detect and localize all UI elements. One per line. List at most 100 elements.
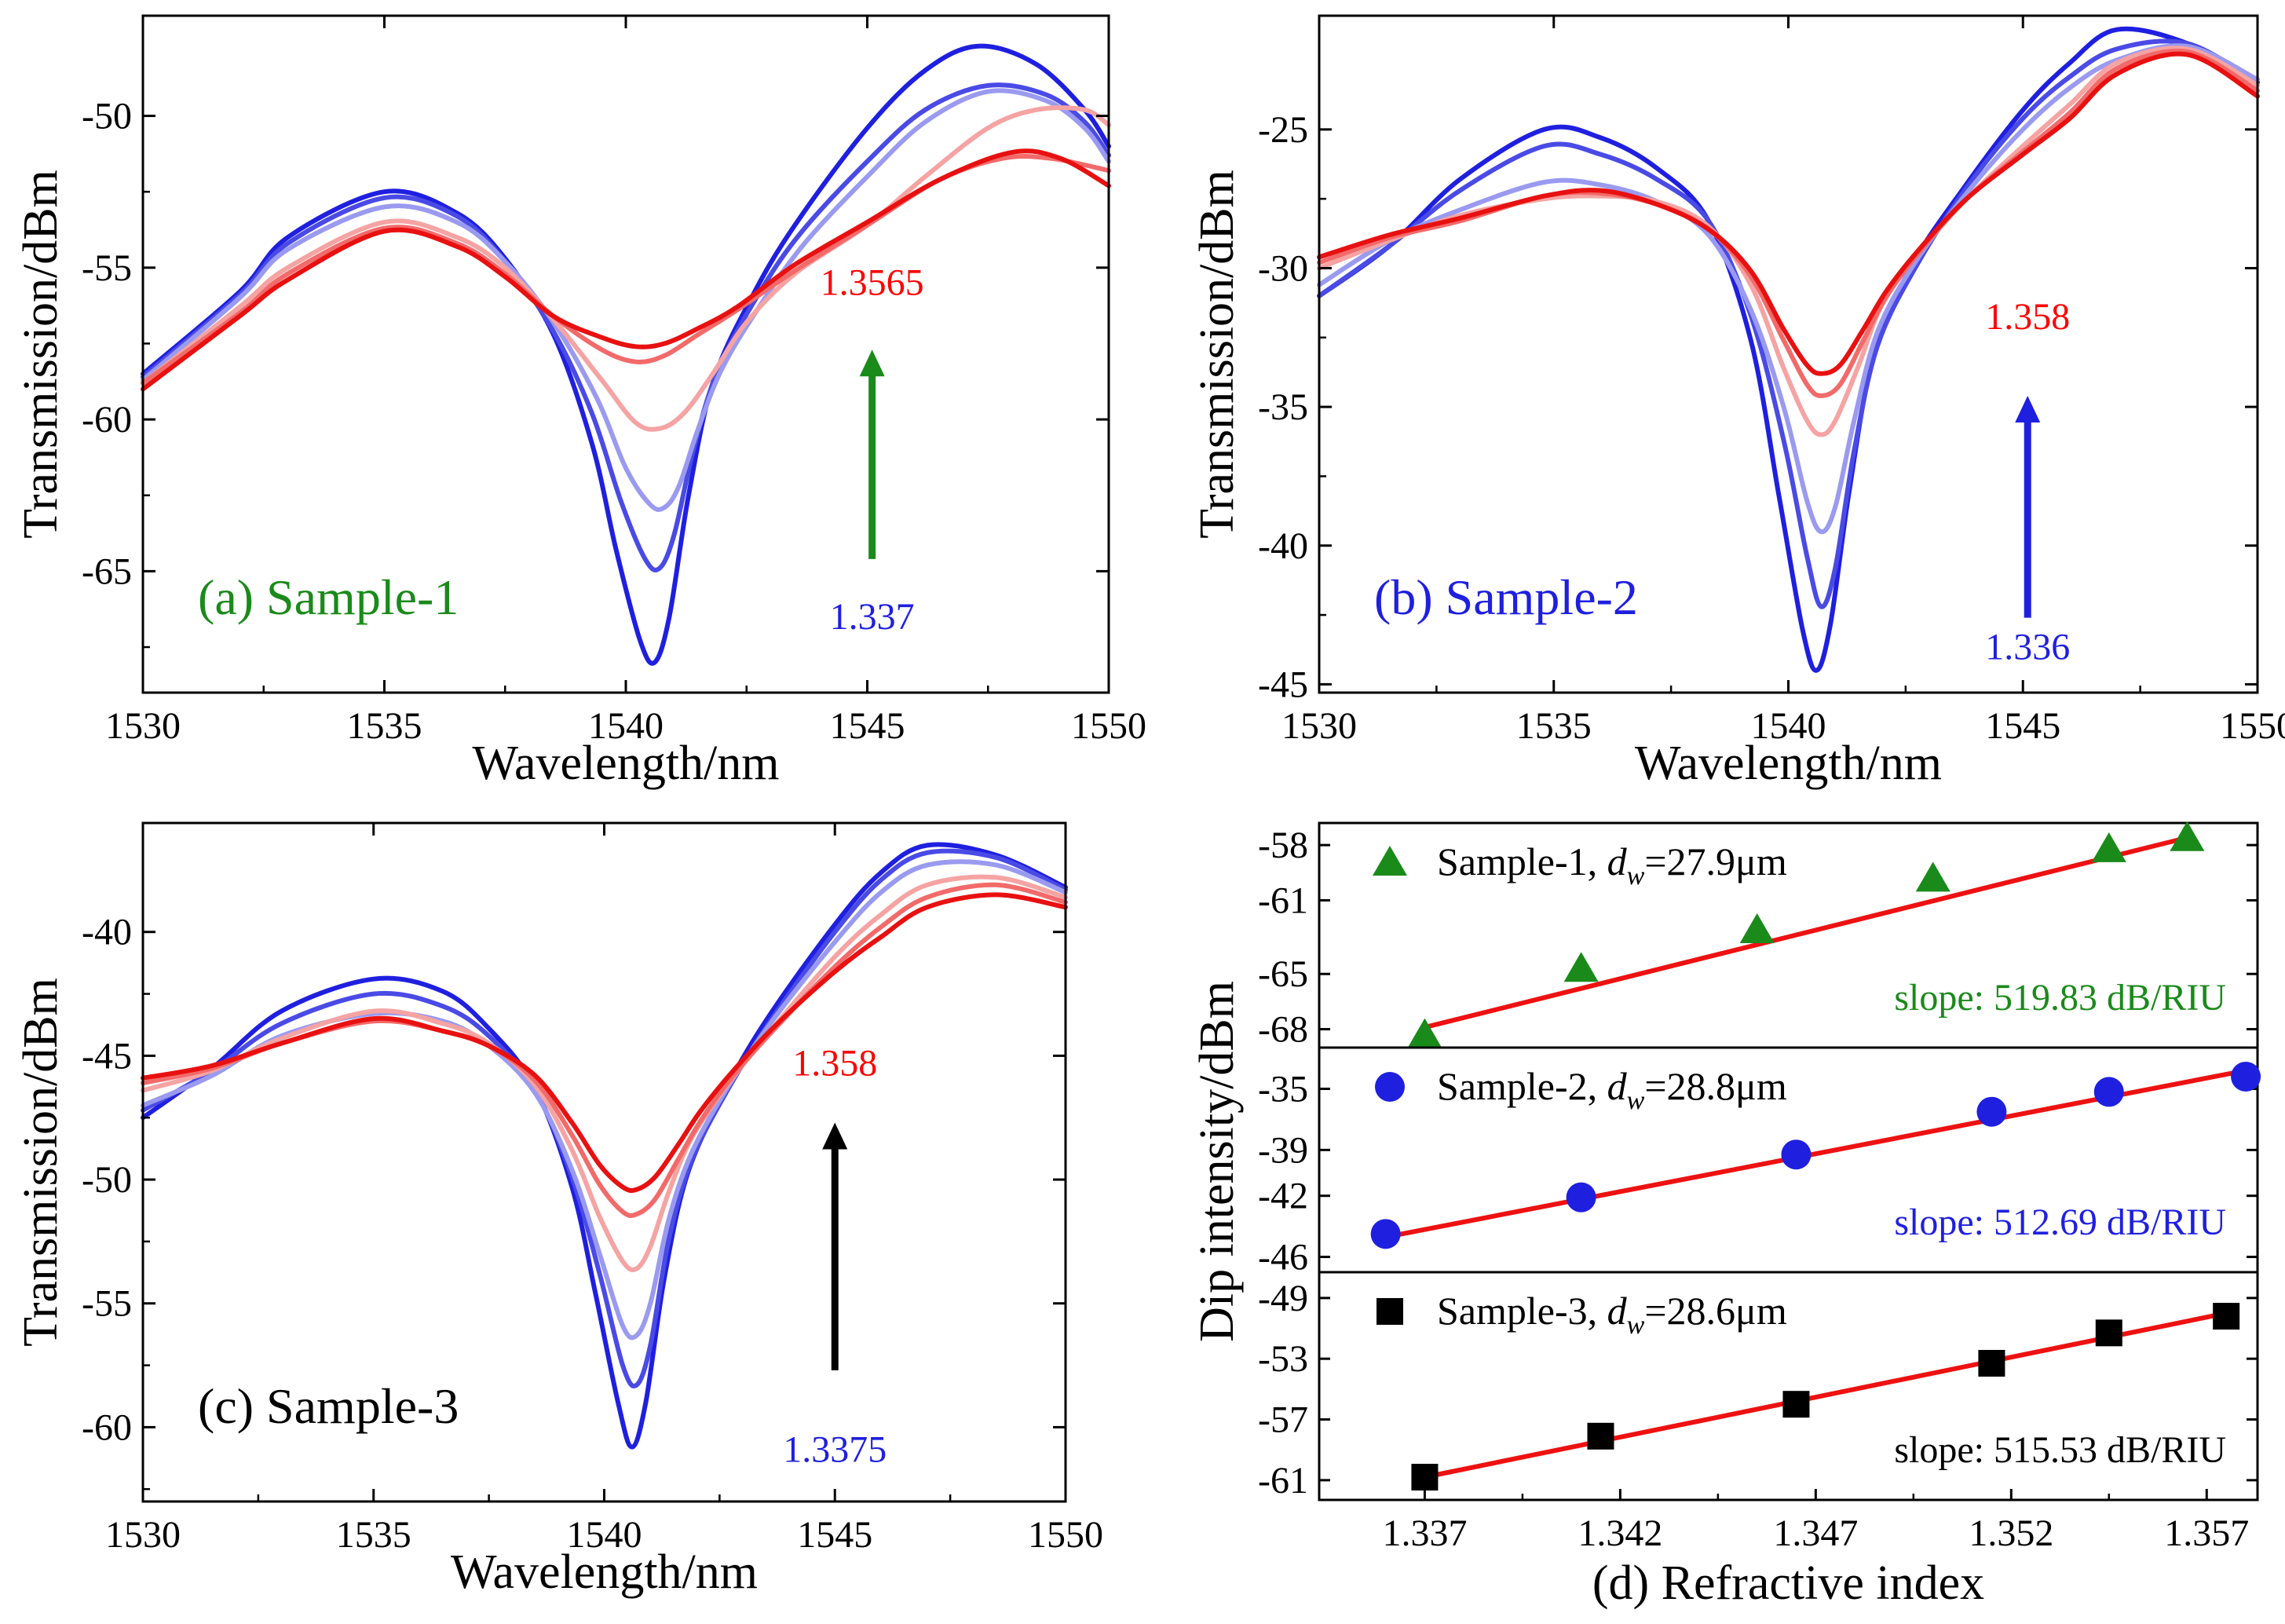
legend-label: Sample-2, dw=28.8μm [1437,1064,1787,1115]
slope-label: slope: 512.69 dB/RIU [1894,1202,2226,1243]
y-tick-label: -39 [1258,1129,1308,1171]
ri-label-bottom: 1.336 [1985,627,2070,668]
subplot-sample-3: -49 -53 -57 -61 Sample-3, dw=28.6μm slope: 51… [1258,1271,2259,1501]
ri-label-bottom: 1.337 [830,596,915,638]
y-tick-label: -49 [1258,1278,1308,1319]
series-line-6 [141,148,1111,392]
y-tick-label: -30 [1258,247,1308,289]
y-tick-label: -55 [82,1283,132,1325]
y-axis-title: Dip intensity/dBm [1190,981,1244,1342]
series-line-3 [1317,43,2260,535]
y-tick-label: -57 [1258,1399,1308,1441]
y-axis-title: Transmission/dBm [14,978,68,1347]
x-tick-label: 1545 [830,705,905,747]
data-point [1407,1018,1442,1048]
y-tick-label: -61 [1258,1460,1308,1501]
series-line-3 [141,88,1111,512]
y-tick-label: -42 [1258,1176,1308,1217]
x-tick-label: 1535 [336,1514,411,1556]
ri-label-top: 1.3565 [821,262,924,304]
series-line-3 [141,859,1068,1341]
series-line-4 [141,105,1111,432]
panel-label: (b) Sample-2 [1374,569,1638,625]
y-tick-label: -55 [82,247,132,289]
data-point [2231,1061,2261,1092]
x-tick-label: 1540 [588,705,664,747]
data-point [1915,861,1950,892]
data-point [2213,1303,2240,1330]
data-point [1976,1096,2007,1127]
data-point [1782,1391,1810,1418]
subplot-sample-2: -35 -39 -42 -46 Sample-2, dw=28.8μm slope: 51… [1258,1046,2261,1278]
plot-frame [1318,1271,2259,1501]
data-point [2093,1077,2124,1107]
y-tick-label: -40 [82,912,132,953]
legend-marker [1373,846,1407,876]
series-line-5 [1317,49,2260,398]
y-tick-label: -53 [1258,1338,1308,1380]
x-tick-label: 1540 [567,1514,642,1556]
y-tick-label: -46 [1258,1237,1308,1278]
legend-marker [1375,1072,1405,1102]
legend-sub: w [1627,1311,1645,1340]
y-axis-title: Transmission/dBm [1190,170,1244,539]
y-tick-label: -25 [1258,109,1308,151]
x-tick-label: 1530 [1281,705,1357,747]
arrow-head [822,1122,848,1150]
panel-a: 1530 1535 1540 1545 1550 -50 -55 -60 -65 Waveleng… [14,14,1146,790]
x-tick-label: 1545 [797,1514,872,1556]
legend-value: =28.8μm [1644,1064,1787,1108]
y-tick-label: -35 [1258,386,1308,428]
x-tick-label: 1535 [347,705,422,747]
y-tick-label: -68 [1258,1009,1308,1051]
series-line-1 [141,842,1068,1450]
x-axis-title: Wavelength/nm [451,1545,758,1599]
x-tick-label: 1.342 [1578,1512,1662,1554]
x-tick-label: 1.347 [1773,1512,1858,1554]
x-tick-label: 1.352 [1969,1512,2053,1554]
fit-line [1424,1311,2227,1480]
data-point [2095,1319,2122,1347]
series-line-2 [141,82,1111,572]
y-tick-label: -50 [82,1159,132,1201]
y-tick-label: -65 [82,550,132,592]
legend-d: d [1607,1064,1628,1108]
y-tick-label: -45 [1258,664,1308,705]
panel-label: (c) Sample-3 [198,1378,459,1434]
arrow-head [2015,395,2041,422]
x-tick-label: 1550 [1028,1514,1103,1556]
series-line-5 [141,882,1068,1219]
y-tick-label: -61 [1258,880,1308,921]
legend-value: =28.6μm [1644,1289,1787,1333]
data-point [1370,1219,1401,1249]
panel-b: 1530 1535 1540 1545 1550 -25 -30 -35 -40 -45 Wavel… [1190,14,2285,790]
y-tick-label: -65 [1258,953,1308,995]
series-line-2 [1317,38,2260,609]
legend-sub: w [1627,1086,1645,1115]
legend-sample: Sample-1, [1437,839,1607,883]
x-axis-title: (d) Refractive index [1592,1556,1984,1610]
series-line-1 [1317,26,2260,673]
x-tick-label: 1540 [1751,705,1826,747]
legend-value: =27.9μm [1644,839,1787,883]
series-line-4 [1317,46,2260,437]
data-point [1566,1182,1596,1213]
series-line-1 [141,43,1111,666]
y-tick-label: -35 [1258,1069,1308,1110]
x-axis-title: Wavelength/nm [472,737,779,790]
legend-sample: Sample-2, [1437,1064,1607,1108]
series-line-4 [141,874,1068,1272]
fit-line [1424,835,2188,1030]
y-tick-label: -45 [82,1035,132,1077]
panel-c: 1530 1535 1540 1545 1550 -40 -45 -50 -55 -60 Wavel… [14,821,1103,1599]
data-point [1781,1139,1812,1170]
ri-label-top: 1.358 [792,1043,877,1084]
data-point [2091,832,2126,862]
legend-d: d [1607,839,1628,883]
subplot-sample-1: -58 -61 -65 -68 Sample-1, dw=27.9μm slope: 51… [1258,821,2259,1051]
y-tick-label: -40 [1258,525,1308,567]
series-line-2 [141,848,1068,1388]
x-axis-title: Wavelength/nm [1635,737,1942,790]
panels: 1530 1535 1540 1545 1550 -50 -55 -60 -65 Waveleng… [14,14,2285,1610]
